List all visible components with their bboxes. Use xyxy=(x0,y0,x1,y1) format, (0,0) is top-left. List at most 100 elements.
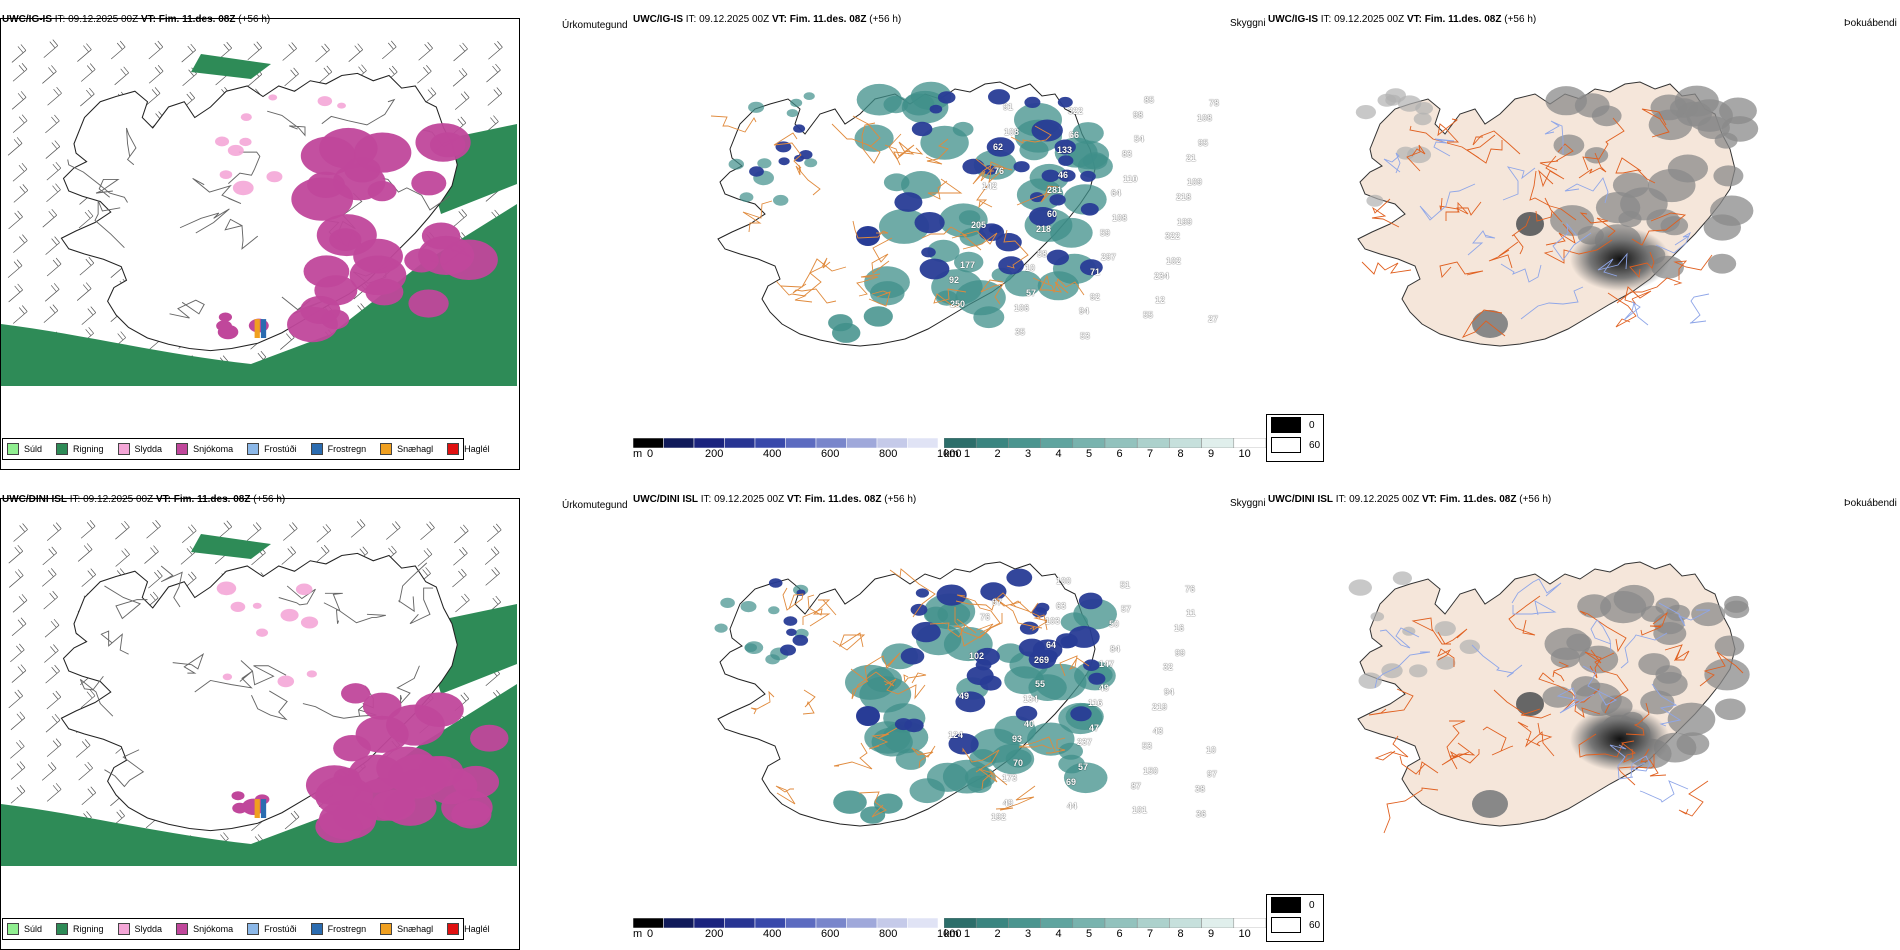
legend-label: Rigning xyxy=(73,444,104,454)
visibility-value: 12 xyxy=(1155,295,1166,305)
visibility-value: 46 xyxy=(1058,170,1069,180)
legend-item: Snjókoma xyxy=(176,443,233,455)
visibility-value: 108 xyxy=(1112,213,1128,223)
visibility-value: 116 xyxy=(1088,698,1103,708)
fog-legend-label: 0 xyxy=(1309,899,1315,911)
cloud-base-tick: 200 xyxy=(705,928,724,940)
legend-item: Slydda xyxy=(117,923,162,935)
visibility-value: 53 xyxy=(1142,741,1153,751)
visibility-value: 94 xyxy=(1079,306,1090,316)
model-name: UWC/IG-IS xyxy=(2,14,52,25)
visibility-value: 57 xyxy=(1121,604,1132,614)
visibility-tick: 3 xyxy=(1025,928,1032,940)
visibility-value: 108 xyxy=(1004,127,1020,137)
cloud-base-tick: 600 xyxy=(821,928,840,940)
it-value: 09.12.2025 00Z xyxy=(68,14,139,25)
legend-swatch xyxy=(56,443,69,455)
it-value: 09.12.2025 00Z xyxy=(83,494,154,505)
legend-label: Slydda xyxy=(134,444,163,454)
visibility-value: 133 xyxy=(1057,145,1073,155)
visibility-tick: 1 xyxy=(964,928,971,940)
visibility-value: 55 xyxy=(1143,310,1154,320)
visibility-value: 297 xyxy=(1101,252,1117,262)
visibility-value: 51 xyxy=(1120,580,1131,590)
precip-title: Úrkomutegund xyxy=(562,20,628,31)
visibility-value: 76 xyxy=(1185,584,1196,594)
panel-header: UWC/IG-IS IT: 09.12.2025 00Z VT: Fim. 11… xyxy=(1268,14,1536,26)
visibility-value: 60 xyxy=(1047,209,1058,219)
legend-item: Snæhagl xyxy=(380,443,433,455)
fog-legend: 0 60 xyxy=(1266,414,1324,462)
cloud-base-unit: m xyxy=(633,928,643,940)
legend-swatch xyxy=(447,443,460,455)
panel-header: UWC/DINI ISL IT: 09.12.2025 00Z VT: Fim.… xyxy=(633,494,916,506)
legend-swatch xyxy=(7,923,19,935)
vt-value: Fim. 11.des. 08Z xyxy=(173,494,251,505)
visibility-value: 66 xyxy=(1069,130,1080,140)
visibility-value: 103 xyxy=(1045,616,1061,626)
visibility-tick: 2 xyxy=(994,928,1001,940)
vt-value: Fim. 11.des. 08Z xyxy=(789,14,867,25)
visibility-value: 32 xyxy=(1163,662,1174,672)
precip-map xyxy=(1,34,517,439)
legend-item: Slydda xyxy=(117,443,163,455)
visibility-value: 43 xyxy=(1153,726,1164,736)
lead-time: (+56 h) xyxy=(1504,14,1537,25)
cloud-base-tick: 0 xyxy=(647,928,654,940)
legend-swatch xyxy=(380,443,393,455)
visibility-value: 64 xyxy=(1046,640,1057,650)
fog-swatch xyxy=(1271,917,1301,933)
visibility-value: 54 xyxy=(1134,134,1145,144)
it-label: IT: xyxy=(1335,494,1347,505)
panel-header: UWC/IG-IS IT: 09.12.2025 00Z VT: Fim. 11… xyxy=(633,14,901,26)
visibility-value: 92 xyxy=(1090,292,1101,302)
legend-swatch xyxy=(310,923,323,935)
visibility-tick: 8 xyxy=(1177,928,1184,940)
legend-label: Frostregn xyxy=(327,444,367,454)
vt-value: Fim. 11.des. 08Z xyxy=(158,14,236,25)
legend-label: Haglél xyxy=(464,924,490,934)
visibility-value: 58 xyxy=(1037,249,1048,259)
visibility-tick: 5 xyxy=(1086,928,1093,940)
legend-swatch xyxy=(247,443,260,455)
visibility-value: 269 xyxy=(1034,655,1050,665)
visibility-unit: km xyxy=(944,928,959,940)
lead-time: (+56 h) xyxy=(253,494,286,505)
vt-value: Fim. 11.des. 08Z xyxy=(804,494,882,505)
precip-panel xyxy=(0,18,520,470)
it-value: 09.12.2025 00Z xyxy=(699,14,770,25)
legend-swatch xyxy=(310,443,323,455)
visibility-value: 234 xyxy=(1154,271,1170,281)
vt-label: VT: xyxy=(1406,14,1422,25)
legend-item: Haglél xyxy=(447,443,490,455)
visibility-value: 91 xyxy=(1003,102,1014,112)
visibility-value: 109 xyxy=(1187,177,1203,187)
visibility-value: 106 xyxy=(1014,303,1030,313)
legend-label: Frostregn xyxy=(327,924,367,934)
it-value: 09.12.2025 00Z xyxy=(1334,14,1405,25)
lead-time: (+56 h) xyxy=(884,494,917,505)
visibility-value: 49 xyxy=(1003,798,1014,808)
visibility-tick: 6 xyxy=(1116,928,1123,940)
visibility-title: Skyggni xyxy=(1230,18,1266,29)
cloud-base-tick: 400 xyxy=(763,928,782,940)
visibility-tick: 5 xyxy=(1086,448,1093,460)
vt-label: VT: xyxy=(786,494,802,505)
legend-label: Frostúði xyxy=(264,444,297,454)
vt-label: VT: xyxy=(1421,494,1437,505)
visibility-tick: 10 xyxy=(1238,448,1251,460)
visibility-value: 59 xyxy=(1100,228,1111,238)
legend-swatch xyxy=(447,923,460,935)
visibility-value: 98 xyxy=(1133,110,1144,120)
legend-item: Frostúði xyxy=(247,443,297,455)
legend-item: Rigning xyxy=(56,923,104,935)
legend-item: Rigning xyxy=(56,443,104,455)
visibility-tick: 10 xyxy=(1238,928,1251,940)
visibility-value: 53 xyxy=(1080,331,1091,341)
fog-swatch xyxy=(1271,417,1301,433)
visibility-value: 108 xyxy=(1197,113,1213,123)
visibility-colorbar: km 1 2 3 4 5 6 7 8 9 10 xyxy=(944,438,1266,468)
cloud-base-colorbar: m 0 200 400 600 800 1000 xyxy=(633,918,961,948)
precip-title: Úrkomutegund xyxy=(562,500,628,511)
visibility-value: 97 xyxy=(992,597,1003,607)
